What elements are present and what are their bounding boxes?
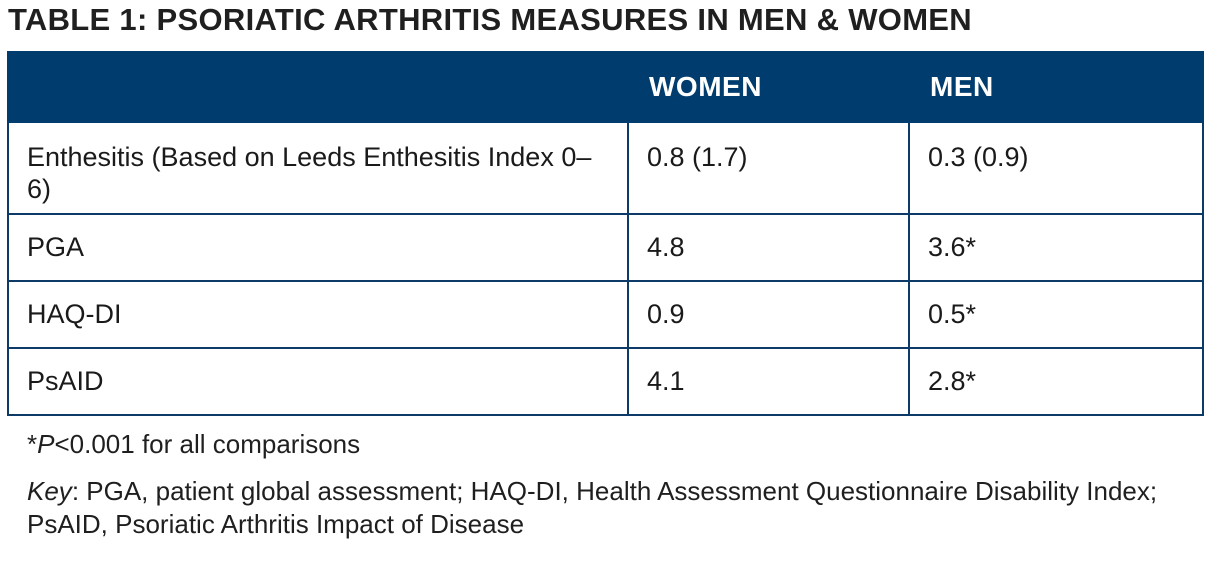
measure-cell: Enthesitis (Based on Leeds Enthesitis In…: [7, 121, 629, 215]
table-header-row: WOMEN MEN: [7, 51, 1204, 123]
table-row: PGA 4.8 3.6*: [7, 213, 1204, 282]
measure-cell: PGA: [7, 213, 629, 282]
women-value-cell: 0.8 (1.7): [627, 121, 910, 215]
significance-footnote: *P<0.001 for all comparisons: [27, 428, 360, 461]
header-measure: [7, 51, 629, 123]
women-value-cell: 4.1: [627, 347, 910, 416]
measures-table: WOMEN MEN Enthesitis (Based on Leeds Ent…: [7, 51, 1204, 416]
footnote-p-symbol: P: [37, 429, 55, 459]
table-row: PsAID 4.1 2.8*: [7, 347, 1204, 416]
footnote-significance-text: <0.001 for all comparisons: [54, 429, 361, 459]
table-row: Enthesitis (Based on Leeds Enthesitis In…: [7, 121, 1204, 215]
header-women: WOMEN: [627, 51, 910, 123]
key-text: : PGA, patient global assessment; HAQ-DI…: [27, 476, 1158, 539]
measure-cell: HAQ-DI: [7, 280, 629, 349]
table-title: TABLE 1: PSORIATIC ARTHRITIS MEASURES IN…: [8, 2, 972, 37]
men-value-cell: 3.6*: [908, 213, 1204, 282]
men-value-cell: 2.8*: [908, 347, 1204, 416]
key-footnote: Key: PGA, patient global assessment; HAQ…: [27, 475, 1187, 541]
men-value-cell: 0.5*: [908, 280, 1204, 349]
table-row: HAQ-DI 0.9 0.5*: [7, 280, 1204, 349]
header-men: MEN: [908, 51, 1204, 123]
key-label: Key: [27, 476, 72, 506]
women-value-cell: 4.8: [627, 213, 910, 282]
men-value-cell: 0.3 (0.9): [908, 121, 1204, 215]
women-value-cell: 0.9: [627, 280, 910, 349]
footnote-star: *: [27, 429, 38, 459]
measure-cell: PsAID: [7, 347, 629, 416]
